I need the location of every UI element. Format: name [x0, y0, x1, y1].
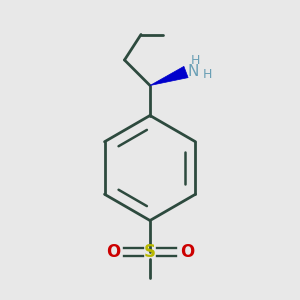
Polygon shape — [150, 66, 188, 85]
Text: N: N — [188, 64, 199, 80]
Text: O: O — [106, 243, 120, 261]
Text: H: H — [191, 54, 201, 67]
Text: S: S — [144, 243, 156, 261]
Text: H: H — [202, 68, 212, 81]
Text: O: O — [180, 243, 194, 261]
